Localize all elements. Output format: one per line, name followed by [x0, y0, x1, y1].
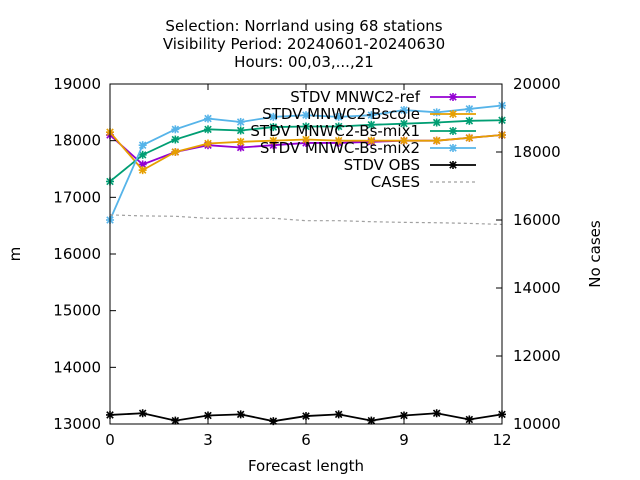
x-tick-label: 3	[203, 431, 213, 449]
series-group	[106, 101, 506, 426]
legend-marker	[449, 127, 457, 135]
data-point	[138, 141, 147, 150]
legend-label: CASES	[371, 173, 420, 191]
x-tick-label: 12	[492, 431, 511, 449]
data-point	[171, 416, 180, 425]
data-point	[236, 410, 245, 419]
data-point	[269, 417, 278, 426]
y2-tick-label: 16000	[513, 211, 561, 229]
data-point	[204, 411, 212, 420]
y-tick-label: 16000	[53, 245, 101, 263]
legend-marker	[449, 93, 457, 101]
data-point	[465, 104, 474, 113]
data-point	[302, 122, 310, 131]
y2-tick-label: 18000	[513, 143, 561, 161]
data-point	[236, 126, 245, 135]
y-tick-label: 18000	[53, 132, 101, 150]
x-tick-label: 0	[105, 431, 115, 449]
data-point	[204, 114, 212, 123]
title-line: Hours: 00,03,...,21	[234, 53, 374, 71]
legend-label: STDV MNWC2-Bscole	[262, 105, 420, 123]
data-point	[334, 122, 343, 131]
data-point	[236, 137, 245, 146]
y2-tick-label: 20000	[513, 75, 561, 93]
series-line	[109, 214, 503, 226]
legend-label: STDV OBS	[344, 156, 420, 174]
x-tick-label: 6	[301, 431, 311, 449]
legend-marker	[449, 110, 457, 118]
y-tick-label: 14000	[53, 358, 101, 376]
data-point	[204, 125, 212, 134]
series-5	[109, 214, 503, 226]
data-point	[432, 409, 441, 418]
y-tick-label: 19000	[53, 75, 101, 93]
y-tick-label: 15000	[53, 302, 101, 320]
y-tick-label: 13000	[53, 415, 101, 433]
axes: 0 3 6 9 12 13000 14000 15000 16000 17000 18000 1900…	[53, 75, 560, 449]
title-line: Visibility Period: 20240601-20240630	[163, 35, 445, 53]
legend-label: STDV MNWC-Bs-mix2	[260, 139, 420, 157]
y2-tick-label: 14000	[513, 279, 561, 297]
data-point	[171, 125, 180, 134]
data-point	[465, 415, 474, 424]
legend-marker	[449, 144, 457, 152]
data-point	[334, 136, 343, 145]
data-point	[400, 119, 408, 128]
y2-tick-label: 12000	[513, 347, 561, 365]
data-point	[367, 120, 376, 129]
y-axis-label: m	[6, 247, 24, 262]
data-point	[367, 416, 376, 425]
data-point	[367, 111, 376, 120]
series-2	[106, 116, 506, 186]
x-axis-label: Forecast length	[248, 457, 364, 475]
data-point	[171, 148, 180, 156]
data-point	[302, 412, 310, 421]
data-point	[302, 135, 310, 144]
data-point	[269, 123, 278, 132]
x-tick-label: 9	[399, 431, 409, 449]
title-line: Selection: Norrland using 68 stations	[165, 17, 442, 35]
data-point	[138, 150, 147, 159]
y-tick-label: 17000	[53, 188, 101, 206]
data-point	[138, 166, 147, 175]
data-point	[400, 106, 408, 115]
data-point	[302, 111, 310, 120]
data-point	[171, 135, 180, 144]
data-point	[465, 133, 474, 142]
data-point	[269, 136, 278, 145]
data-point	[432, 108, 441, 117]
data-point	[465, 116, 474, 125]
legend-marker	[449, 161, 457, 169]
data-point	[236, 117, 245, 126]
y2-axis-label: No cases	[586, 220, 604, 288]
y2-tick-label: 10000	[513, 415, 561, 433]
data-point	[269, 112, 278, 121]
data-point	[204, 139, 212, 148]
data-point	[432, 118, 441, 127]
data-point	[334, 112, 343, 121]
chart-title: Selection: Norrland using 68 stationsVis…	[163, 17, 445, 71]
legend-label: STDV MNWC2-ref	[290, 88, 420, 106]
data-point	[367, 136, 376, 145]
legend-label: STDV MNWC2-Bs-mix1	[250, 122, 420, 140]
data-point	[432, 136, 441, 145]
data-point	[334, 410, 343, 419]
data-point	[138, 409, 147, 418]
data-point	[400, 136, 408, 145]
